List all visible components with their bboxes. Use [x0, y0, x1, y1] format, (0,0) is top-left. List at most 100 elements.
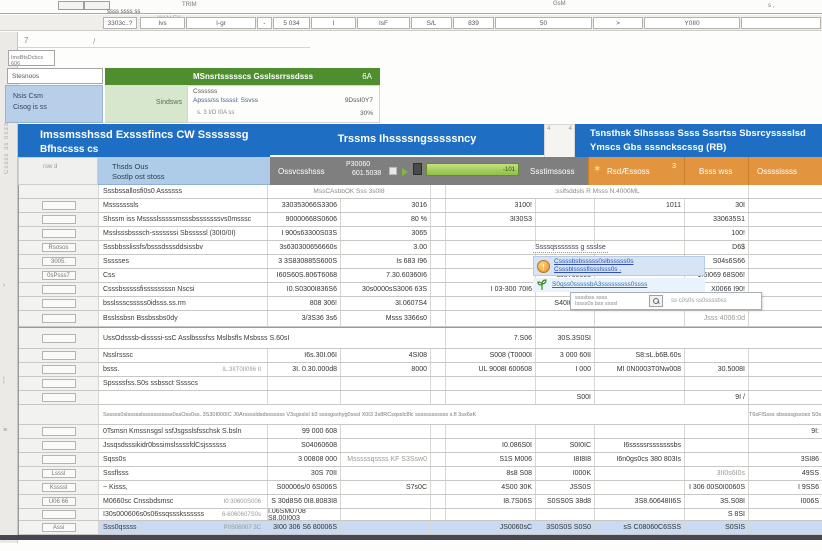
table-cell[interactable]: 30S 70II — [268, 467, 341, 480]
quick-cell[interactable]: I-gr — [186, 17, 256, 29]
table-cell[interactable] — [19, 405, 99, 424]
table-cell[interactable] — [19, 311, 99, 326]
table-cell[interactable]: Sss0qssssP0S06007 3C — [99, 521, 268, 534]
table-cell[interactable] — [431, 213, 446, 226]
table-cell[interactable] — [431, 495, 446, 508]
row-header-box[interactable]: Kssssl — [42, 483, 76, 492]
table-cell[interactable]: I8I8I8 — [536, 453, 595, 466]
table-cell[interactable]: U06 66 — [19, 495, 99, 508]
table-row[interactable]: S00I9I / — [19, 391, 822, 405]
row-header-box[interactable]: 0sPsss7 — [42, 271, 76, 280]
table-cell[interactable] — [19, 453, 99, 466]
table-cell[interactable]: Sqss0s — [99, 453, 268, 466]
table-cell[interactable]: S 30d8S6 0I8.8083I8 — [268, 495, 341, 508]
table-cell[interactable]: 330635S1 — [685, 213, 749, 226]
table-cell[interactable] — [341, 391, 431, 404]
table-cell[interactable]: 4SI08 — [341, 349, 431, 362]
quick-cell[interactable]: - — [257, 17, 272, 29]
table-row[interactable]: bsss.IL.3IIT0II0II6 II3I. 0.30.000d88000… — [19, 363, 822, 377]
column-header-issues[interactable]: Bsss wss — [684, 157, 748, 185]
row-header-box[interactable] — [42, 334, 76, 343]
table-cell[interactable]: 8s8 S08 — [446, 467, 536, 480]
table-cell[interactable]: 3005. — [19, 255, 99, 268]
table-cell[interactable]: Is 683 I96 — [341, 255, 431, 268]
quick-cell[interactable]: 50 — [495, 17, 592, 29]
table-cell[interactable] — [431, 227, 446, 240]
table-cell[interactable]: I0.S0300I836S6 — [268, 283, 341, 296]
table-cell[interactable] — [536, 509, 595, 520]
table-cell[interactable] — [431, 467, 446, 480]
table-cell[interactable]: bsss.IL.3IIT0II0II6 II — [99, 363, 268, 376]
table-cell[interactable]: :sslfsddsls R Msss N.4000ML — [446, 185, 749, 198]
table-cell[interactable] — [749, 227, 822, 240]
quick-cell[interactable]: I — [311, 17, 356, 29]
table-cell[interactable] — [431, 481, 446, 494]
table-row[interactable]: Jssqsdsssikidr0bssimslssssfdCsjssssssS04… — [19, 439, 822, 453]
table-cell[interactable] — [446, 509, 536, 520]
table-row[interactable]: Sqss0s3 00808 000Msssssqssss KF S3Ssw0S1… — [19, 453, 822, 467]
row-header-box[interactable]: 3005. — [42, 257, 76, 266]
table-cell[interactable] — [595, 213, 685, 226]
table-cell[interactable] — [268, 391, 341, 404]
table-cell[interactable]: 3 3S830885S600S — [268, 255, 341, 268]
popup-item-warning[interactable]: ! Cssssbsbsssss0slbsssss0s Csssblssssfls… — [533, 256, 705, 276]
quick-cell[interactable]: S/L — [411, 17, 452, 29]
table-cell[interactable] — [431, 509, 446, 520]
table-cell[interactable]: 99 000 608 — [268, 425, 341, 438]
table-cell[interactable]: I 000 — [536, 363, 595, 376]
row-header-box[interactable] — [42, 427, 76, 436]
popup-search-box[interactable]: ssssbss ssss Issss0s bss ssssl ss c0s0s … — [570, 292, 762, 310]
table-cell[interactable]: 3100! — [446, 199, 536, 212]
table-cell[interactable]: Bsslssbsn Bssbssbs0dy — [99, 311, 268, 326]
table-cell[interactable]: 0sPsss7 — [19, 269, 99, 282]
table-cell[interactable]: I60S60S.806T6068 — [268, 269, 341, 282]
table-row[interactable]: 0Tsmsn Kmssnsgsl ssfJsgsslsfsschsk S.bsl… — [19, 425, 822, 439]
table-cell[interactable] — [446, 391, 536, 404]
table-cell[interactable]: 30I — [685, 199, 749, 212]
quick-cell[interactable]: 839 — [453, 17, 494, 29]
table-cell[interactable] — [341, 495, 431, 508]
table-cell[interactable] — [595, 311, 685, 326]
table-cell[interactable]: Sssflsss — [99, 467, 268, 480]
table-cell[interactable]: I006S — [749, 495, 822, 508]
filter-box[interactable]: Stesnoos — [7, 68, 103, 84]
quick-cell[interactable]: Y0II0 — [644, 17, 740, 29]
name-box[interactable]: ImsBtsDcbcs 606 — [8, 50, 55, 66]
table-cell[interactable]: 1011 — [595, 199, 685, 212]
table-cell[interactable] — [749, 255, 822, 268]
table-cell[interactable] — [595, 425, 685, 438]
table-cell[interactable]: MssCAsbbOK Sss 3s0I8 — [268, 185, 431, 198]
table-cell[interactable] — [341, 521, 431, 534]
column-header-overview2[interactable]: Ossssissss — [748, 157, 822, 185]
table-cell[interactable] — [595, 391, 685, 404]
row-header-box[interactable] — [42, 299, 76, 308]
table-cell[interactable]: Ssssss0slssssslsssssssssss0ssOss0ss. 3S3… — [99, 405, 749, 424]
table-cell[interactable]: S0SIS — [685, 521, 749, 534]
table-cell[interactable]: Lsssl — [19, 467, 99, 480]
table-cell[interactable]: Assi — [19, 521, 99, 534]
table-cell[interactable] — [685, 425, 749, 438]
table-cell[interactable]: 8000 — [341, 363, 431, 376]
table-cell[interactable] — [749, 213, 822, 226]
table-cell[interactable]: M0660sc CnssbdsmscI0:30600S006 — [99, 495, 268, 508]
table-cell[interactable]: 7.S06 — [446, 328, 536, 348]
table-cell[interactable]: Msssssqssss KF S3Ssw0 — [341, 453, 431, 466]
sort-mark-icon[interactable]: 7 — [24, 36, 28, 45]
table-cell[interactable] — [595, 328, 822, 348]
table-cell[interactable]: I 306 00S0I0060S — [685, 481, 749, 494]
table-cell[interactable]: Rsosos — [19, 241, 99, 254]
table-row[interactable]: Bsslssbsn Bssbssbs0dy3/3S36 3s6Msss 3366… — [19, 311, 822, 327]
table-cell[interactable]: Msslsssbsssch-sssssssi Sbsssssl (30I0/0I… — [99, 227, 268, 240]
row-header-box[interactable]: U06 66 — [42, 497, 76, 506]
table-cell[interactable]: I0.086S0I — [446, 439, 536, 452]
row-header-box[interactable] — [42, 215, 76, 224]
table-cell[interactable]: S8:sL.b6B.60s — [595, 349, 685, 362]
row-header-box[interactable] — [42, 285, 76, 294]
table-cell[interactable] — [19, 328, 99, 348]
table-cell[interactable]: Nsslrsssc — [99, 349, 268, 362]
table-cell[interactable] — [446, 425, 536, 438]
table-cell[interactable] — [595, 467, 685, 480]
table-cell[interactable]: S7s0C — [341, 481, 431, 494]
table-cell[interactable] — [446, 227, 536, 240]
table-cell[interactable]: 3016 — [341, 199, 431, 212]
